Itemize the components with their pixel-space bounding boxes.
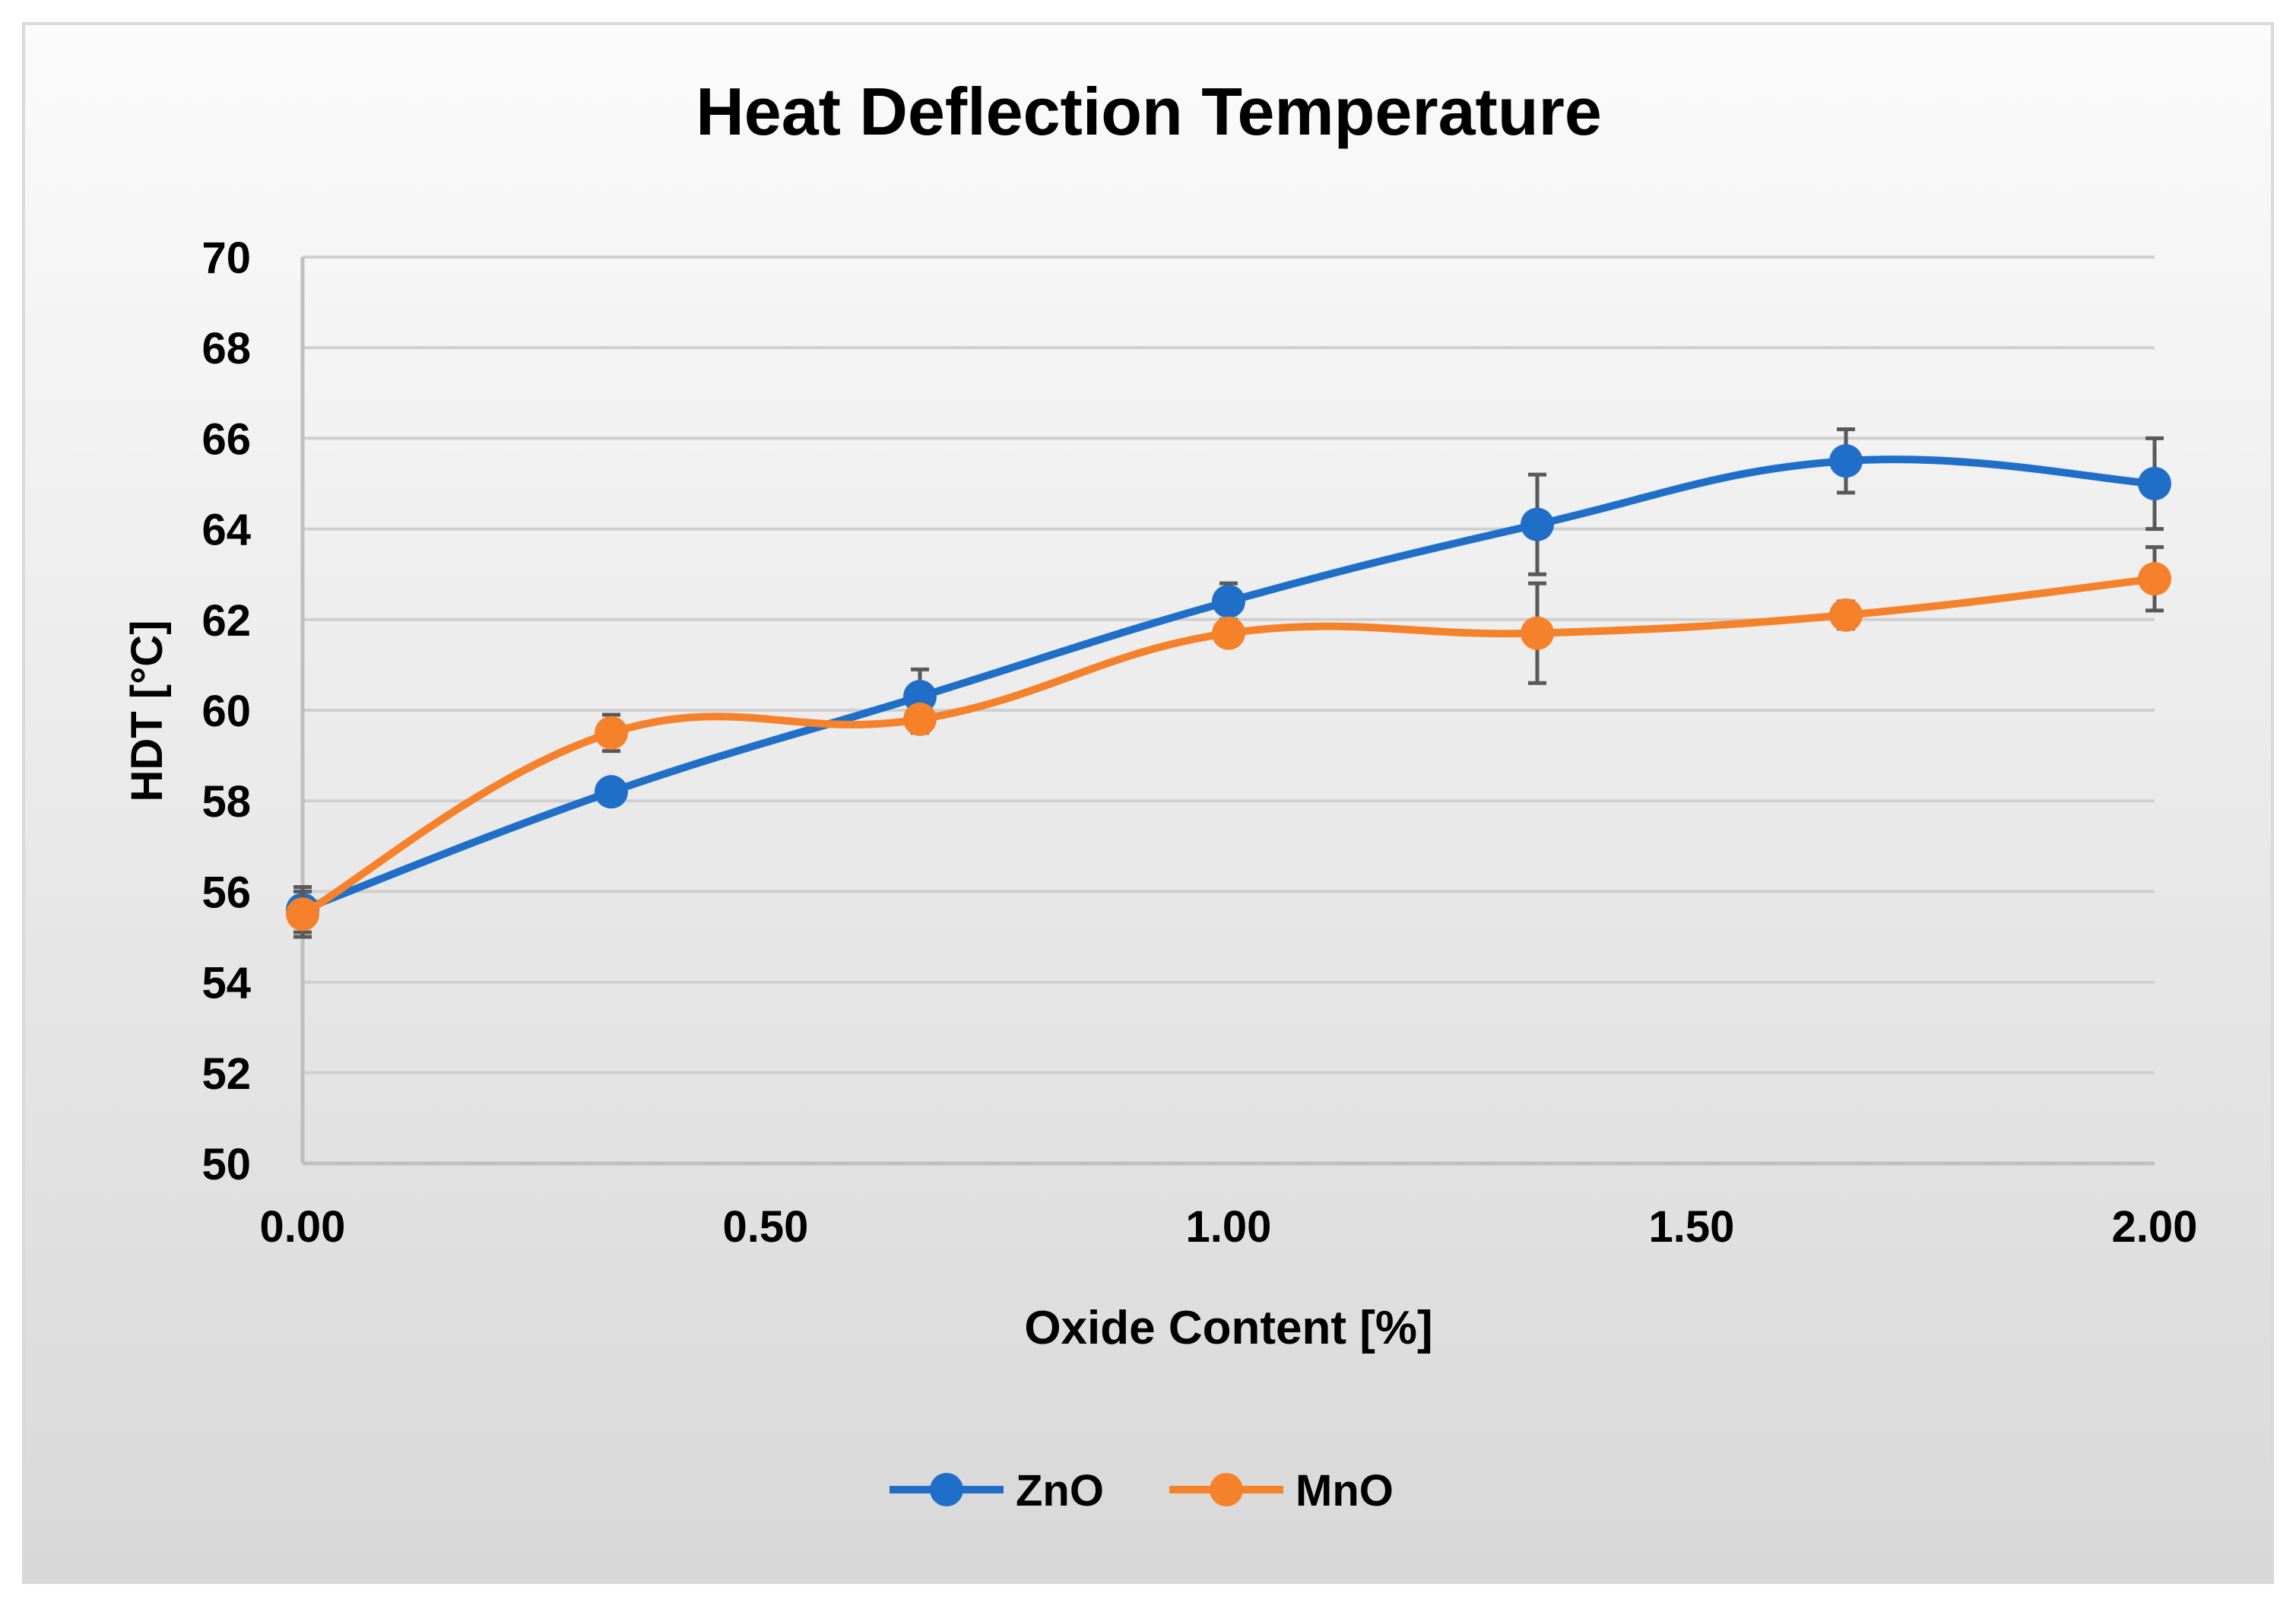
- data-point-mno-0-25: [595, 716, 628, 750]
- data-point-zno-1-00: [1521, 507, 1554, 541]
- legend-marker-mno: [1210, 1473, 1243, 1506]
- x-tick-labels: 0.00 0.50 1.00 1.50 2.00: [260, 1202, 2198, 1252]
- legend-item-zno: ZnO: [890, 1466, 1104, 1516]
- data-point-mno-0-50: [903, 702, 937, 736]
- legend-label-mno: MnO: [1295, 1466, 1394, 1516]
- x-tick-label-0-50: 0.50: [723, 1202, 809, 1252]
- y-tick-label-60: 60: [201, 687, 251, 736]
- legend: ZnO MnO: [890, 1466, 1394, 1516]
- y-tick-label-64: 64: [201, 506, 251, 555]
- x-tick-label-1-50: 1.50: [1649, 1202, 1735, 1252]
- y-tick-label-56: 56: [201, 868, 251, 917]
- y-tick-label-68: 68: [201, 324, 251, 373]
- data-point-mno-0-00: [286, 897, 319, 932]
- grid-lines: [303, 256, 2155, 1074]
- series-layer: [286, 427, 2171, 939]
- legend-label-zno: ZnO: [1016, 1466, 1104, 1516]
- axes: [300, 257, 2155, 1166]
- y-axis-label: HDT [°C]: [122, 620, 172, 801]
- x-tick-label-2-00: 2.00: [2112, 1202, 2198, 1252]
- y-tick-label-66: 66: [201, 414, 251, 464]
- data-point-mno-0-75: [1212, 616, 1245, 650]
- legend-marker-zno: [930, 1473, 963, 1506]
- series-zno: [286, 427, 2171, 935]
- data-point-zno-0-75: [1212, 584, 1245, 618]
- legend-item-mno: MnO: [1169, 1466, 1394, 1516]
- chart-svg: Heat Deflection Temperature 50 52 54 56 58 60…: [122, 74, 2198, 1516]
- y-tick-label-58: 58: [201, 777, 251, 827]
- y-tick-label-54: 54: [201, 959, 251, 1008]
- data-point-zno-2-00: [2138, 467, 2171, 500]
- data-point-mno-2-00: [2138, 562, 2171, 596]
- data-point-mno-1-50: [1829, 598, 1863, 632]
- y-tick-label-50: 50: [201, 1140, 251, 1189]
- chart-frame: Heat Deflection Temperature 50 52 54 56 58 60…: [22, 22, 2274, 1584]
- chart-title: Heat Deflection Temperature: [696, 74, 1602, 149]
- data-point-mno-1-00: [1521, 616, 1554, 650]
- y-tick-labels: 50 52 54 56 58 60 62 64 66 68 70: [201, 233, 251, 1189]
- x-tick-label-1-00: 1.00: [1186, 1202, 1272, 1252]
- x-tick-label-0-00: 0.00: [260, 1202, 346, 1252]
- series-mno: [286, 544, 2171, 939]
- data-point-zno-0-25: [595, 775, 628, 809]
- data-point-zno-1-50: [1829, 444, 1863, 478]
- series-line-zno: [299, 455, 2158, 914]
- x-axis-label: Oxide Content [%]: [1024, 1302, 1432, 1354]
- y-tick-label-62: 62: [201, 596, 251, 646]
- y-tick-label-52: 52: [201, 1049, 251, 1099]
- y-tick-label-70: 70: [201, 233, 251, 283]
